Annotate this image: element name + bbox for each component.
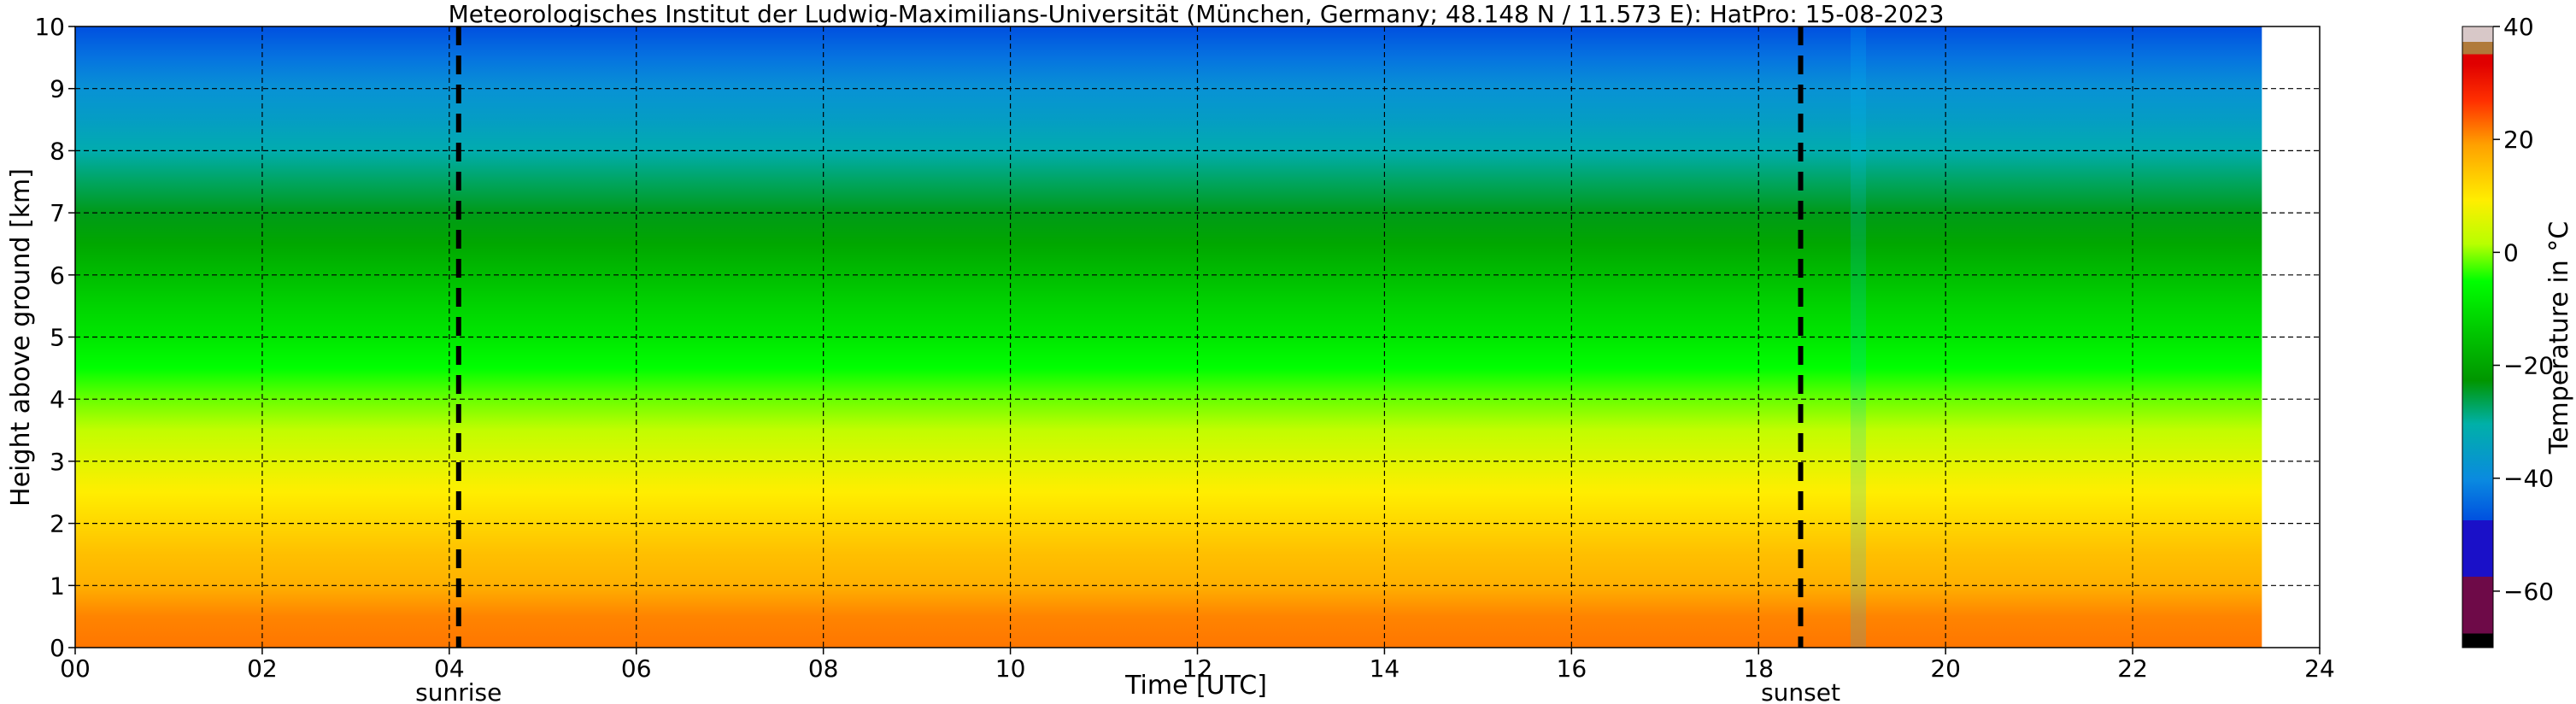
y-tick-label: 2 (50, 510, 65, 538)
x-axis-label: Time [UTC] (1124, 671, 1267, 701)
y-axis-label: Height above ground [km] (6, 168, 36, 507)
y-tick-label: 7 (50, 199, 65, 227)
x-tick-label: 14 (1370, 654, 1400, 683)
colorbar-label: Temperature in °C (2544, 221, 2574, 455)
grid-lines (75, 26, 2320, 648)
x-axis-ticks: 00 02 04 06 08 10 12 14 16 18 20 22 24 (60, 648, 2335, 683)
annotation-lines (455, 26, 1804, 648)
x-tick-label: 20 (1930, 654, 1961, 683)
chart-title: Meteorologisches Institut der Ludwig-Max… (449, 0, 1945, 28)
y-tick-label: 0 (50, 634, 65, 662)
y-tick-label: 9 (50, 75, 65, 103)
y-tick-label: 5 (50, 324, 65, 352)
x-tick-label: 02 (247, 654, 278, 683)
y-tick-label: 8 (50, 137, 65, 165)
y-tick-label: 3 (50, 448, 65, 476)
x-tick-label: 10 (995, 654, 1026, 683)
colorbar-tick-label: −40 (2503, 465, 2554, 493)
y-tick-label: 10 (34, 13, 65, 41)
colorbar-ticks: 40 20 0 −20 −40 −60 (2493, 13, 2554, 606)
y-tick-label: 6 (50, 261, 65, 290)
x-tick-label: 16 (1557, 654, 1587, 683)
x-tick-label: 22 (2117, 654, 2148, 683)
plot-area (74, 26, 2321, 648)
y-axis-ticks: 0 1 2 3 4 5 6 7 8 9 10 (34, 13, 75, 662)
colorbar-strip (2462, 26, 2494, 648)
x-tick-label: 04 (434, 654, 465, 683)
colorbar-tick-label: −20 (2503, 352, 2554, 380)
colorbar-tick-label: 20 (2503, 126, 2534, 154)
annotation-labels: sunrise sunset (415, 678, 1840, 704)
sunset-label: sunset (1761, 678, 1840, 704)
x-tick-label: 06 (621, 654, 652, 683)
y-tick-label: 4 (50, 385, 65, 414)
x-tick-label: 24 (2304, 654, 2335, 683)
x-tick-label: 08 (808, 654, 839, 683)
x-tick-label: 12 (1182, 654, 1213, 683)
sunrise-label: sunrise (415, 678, 502, 704)
x-tick-label: 00 (60, 654, 91, 683)
colorbar: 40 20 0 −20 −40 −60 Temperature in °C (2462, 13, 2574, 648)
colorbar-tick-label: −60 (2503, 578, 2554, 606)
colorbar-tick-label: 40 (2503, 13, 2534, 41)
y-tick-label: 1 (50, 572, 65, 600)
x-tick-label: 18 (1743, 654, 1774, 683)
night-anomaly (1851, 26, 1866, 648)
colorbar-tick-label: 0 (2503, 238, 2519, 267)
